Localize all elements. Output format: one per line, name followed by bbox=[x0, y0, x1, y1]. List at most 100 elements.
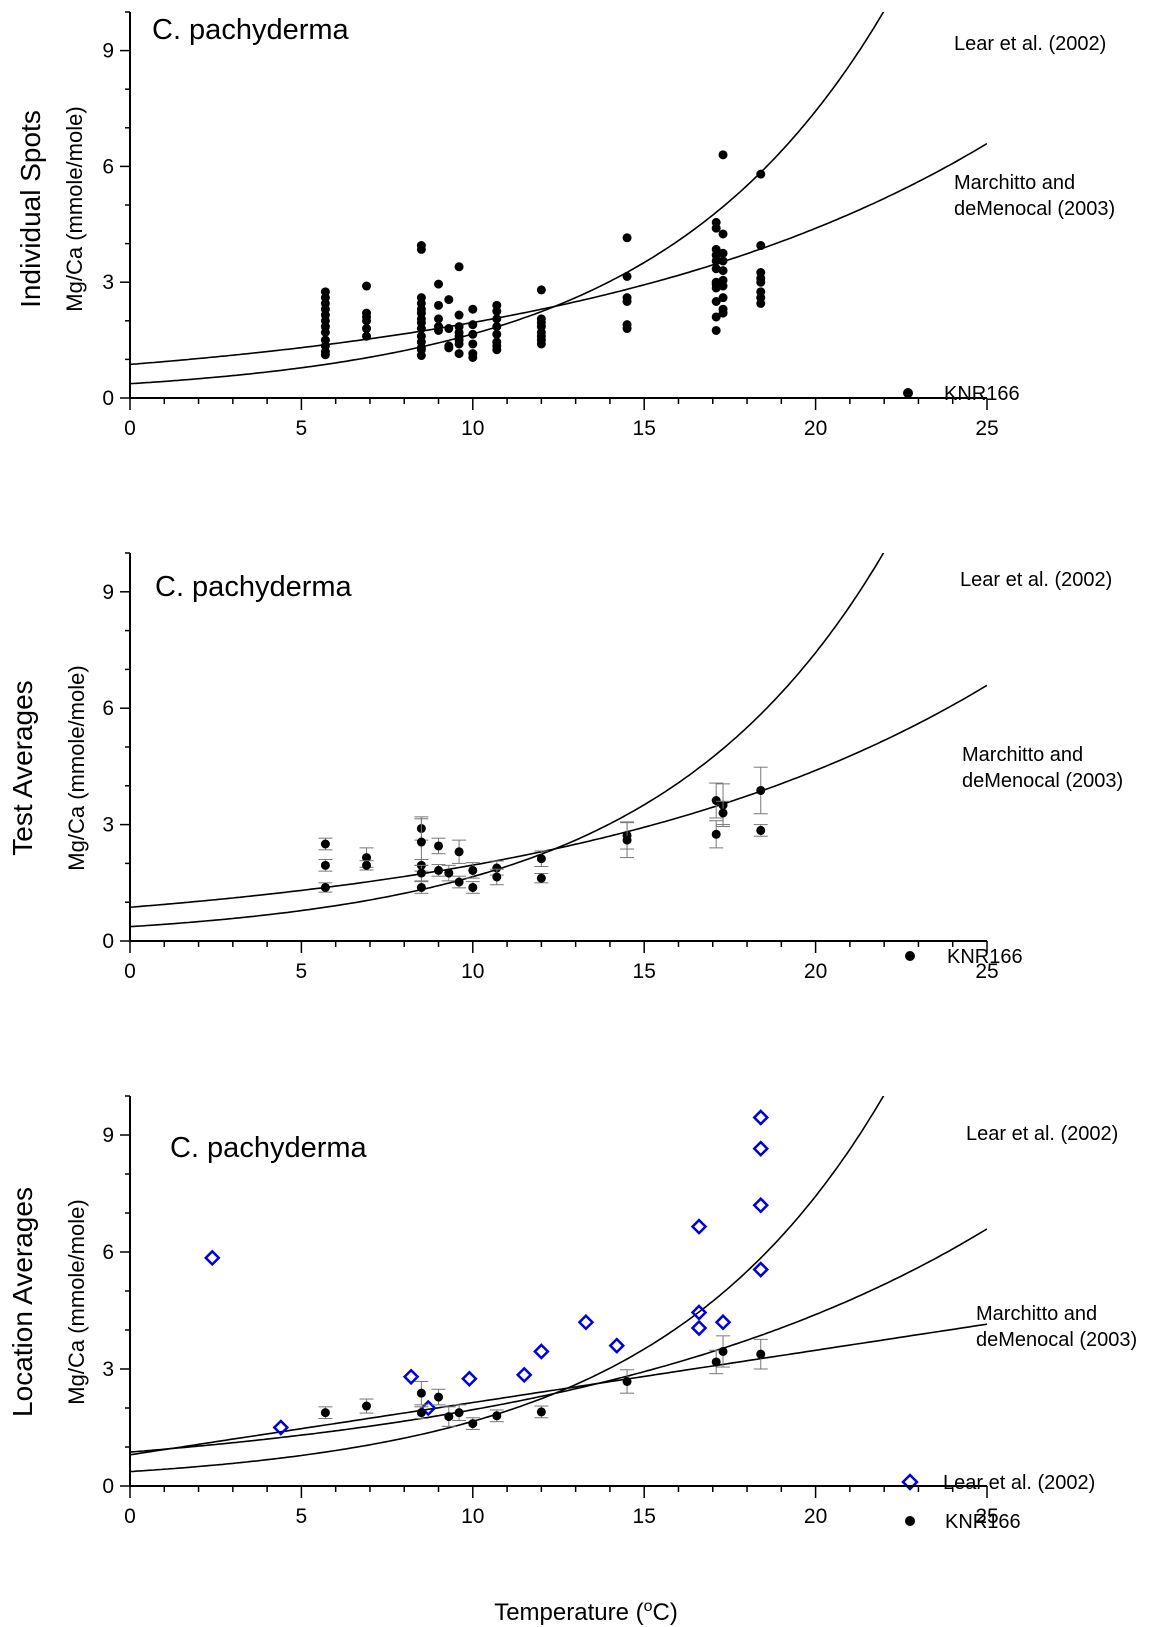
panel-outer-ylabel: Individual Spots bbox=[15, 110, 46, 308]
data-point-dot bbox=[622, 271, 632, 281]
panel-title: C. pachyderma bbox=[170, 1132, 368, 1164]
data-point-dot bbox=[416, 868, 426, 878]
y-tick-label: 9 bbox=[102, 40, 114, 63]
panel-outer-ylabel: Location Averages bbox=[7, 1187, 38, 1417]
data-point-dot bbox=[718, 293, 728, 303]
data-point-dot bbox=[320, 327, 330, 337]
data-point-dot bbox=[416, 1408, 426, 1418]
panel-title: C. pachyderma bbox=[155, 571, 353, 603]
data-point-diamond bbox=[752, 1261, 770, 1278]
data-point-dot bbox=[320, 839, 330, 849]
data-point-dot bbox=[536, 285, 546, 295]
data-point-dot bbox=[444, 343, 454, 353]
data-point-dot bbox=[536, 873, 546, 883]
x-tick-label: 5 bbox=[296, 1505, 308, 1528]
data-point-dot bbox=[756, 169, 766, 179]
y-tick-label: 9 bbox=[102, 1124, 114, 1147]
data-point-dot bbox=[756, 825, 766, 835]
data-point-dot bbox=[434, 841, 444, 851]
data-point-dot bbox=[711, 829, 721, 839]
data-point-dot bbox=[718, 281, 728, 291]
y-tick-label: 0 bbox=[102, 387, 114, 410]
data-point-dot bbox=[362, 331, 372, 341]
data-point-dot bbox=[468, 1419, 478, 1429]
x-tick-label: 10 bbox=[461, 417, 484, 440]
curve-lear-et-al-2002 bbox=[130, 553, 885, 928]
data-point-dot bbox=[756, 277, 766, 287]
data-point-dot bbox=[718, 229, 728, 239]
data-point-dot bbox=[468, 882, 478, 892]
data-point-diamond bbox=[714, 1313, 732, 1331]
data-point-dot bbox=[711, 297, 721, 306]
y-tick-label: 3 bbox=[102, 1358, 114, 1381]
data-point-dot bbox=[711, 256, 721, 266]
data-point-dot bbox=[468, 865, 478, 875]
data-point-dot bbox=[468, 329, 478, 339]
data-point-dot bbox=[320, 350, 330, 360]
curve-label-marchitto-line1: Marchitto and bbox=[976, 1303, 1097, 1325]
data-point-diamond bbox=[533, 1343, 550, 1360]
data-point-dot bbox=[468, 339, 478, 349]
data-point-diamond bbox=[461, 1370, 478, 1388]
data-point-dot bbox=[416, 244, 426, 254]
data-point-dot bbox=[711, 223, 721, 233]
data-point-diamond bbox=[204, 1249, 221, 1267]
data-point-dot bbox=[536, 1407, 546, 1417]
data-point-dot bbox=[416, 324, 426, 334]
data-point-dot bbox=[756, 1349, 766, 1359]
curve-knr166-fit bbox=[130, 1323, 987, 1456]
legend-knr166-label: KNR166 bbox=[947, 946, 1023, 968]
curve-lear-et-al-2002 bbox=[130, 1096, 885, 1473]
data-point-diamond bbox=[752, 1196, 770, 1214]
x-tick-label: 15 bbox=[633, 960, 656, 983]
data-point-dot bbox=[320, 1408, 330, 1418]
data-point-dot bbox=[492, 322, 502, 332]
data-point-dot bbox=[536, 854, 546, 864]
x-tick-label: 25 bbox=[975, 417, 998, 440]
x-tick-label: 0 bbox=[124, 417, 136, 440]
x-tick-label: 0 bbox=[124, 960, 136, 983]
data-point-dot bbox=[718, 248, 728, 258]
x-tick-label: 5 bbox=[296, 960, 308, 983]
y-tick-label: 6 bbox=[102, 697, 114, 720]
data-point-dot bbox=[711, 796, 721, 806]
data-point-diamond bbox=[272, 1419, 290, 1436]
data-point-dot bbox=[362, 316, 372, 326]
x-tick-label: 5 bbox=[296, 417, 308, 440]
panel-individual-spots: Individual Spots Mg/Ca (mmole/mole) C. p… bbox=[15, 11, 1115, 440]
data-point-dot bbox=[320, 882, 330, 892]
x-tick-label: 25 bbox=[975, 1505, 998, 1528]
x-tick-label: 10 bbox=[461, 960, 484, 983]
data-point-dot bbox=[492, 345, 502, 355]
x-tick-label: 20 bbox=[804, 417, 827, 440]
y-tick-label: 0 bbox=[102, 1475, 114, 1498]
data-point-dot bbox=[362, 1401, 372, 1411]
panel-outer-ylabel: Test Averages bbox=[7, 680, 38, 855]
data-point-dot bbox=[536, 339, 546, 349]
data-point-dot bbox=[711, 264, 721, 274]
data-point-dot bbox=[444, 324, 454, 334]
data-point-diamond bbox=[752, 1140, 770, 1157]
legend-knr166-label: KNR166 bbox=[944, 383, 1020, 405]
data-point-dot bbox=[444, 295, 454, 305]
data-point-dot bbox=[718, 256, 728, 266]
legend-knr166-marker bbox=[903, 388, 913, 398]
data-point-dot bbox=[362, 324, 372, 334]
data-point-dot bbox=[492, 1411, 502, 1421]
curve-label-marchitto-line2: deMenocal (2003) bbox=[962, 770, 1123, 792]
legend-lear-marker bbox=[901, 1473, 919, 1491]
data-point-dot bbox=[711, 283, 721, 293]
data-point-diamond bbox=[690, 1304, 708, 1321]
curve-label-lear: Lear et al. (2002) bbox=[960, 569, 1112, 591]
data-point-dot bbox=[454, 349, 464, 359]
data-point-dot bbox=[622, 233, 632, 243]
legend-lear-label: Lear et al. (2002) bbox=[943, 1472, 1095, 1494]
data-point-dot bbox=[468, 352, 478, 362]
x-tick-label: 25 bbox=[975, 960, 998, 983]
data-point-dot bbox=[434, 325, 444, 335]
data-point-dot bbox=[320, 860, 330, 870]
data-point-dot bbox=[492, 872, 502, 882]
data-point-dot bbox=[718, 808, 728, 818]
x-tick-label: 20 bbox=[804, 960, 827, 983]
y-tick-label: 6 bbox=[102, 1241, 114, 1264]
